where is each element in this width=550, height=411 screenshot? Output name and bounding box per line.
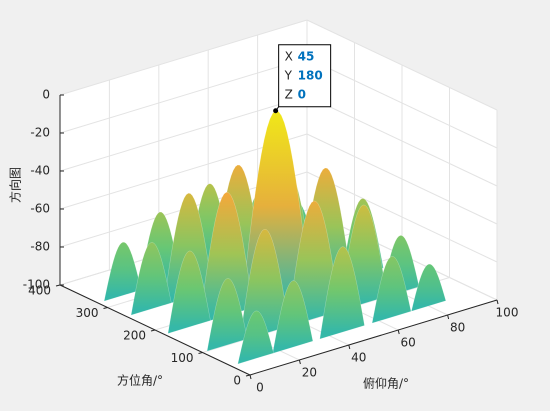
grid-line [306,95,498,187]
x-tick [496,299,499,305]
x-tick-label: 20 [302,366,317,380]
z-tick-label: -100 [23,278,50,292]
x-tick [249,374,252,380]
lobe [237,310,274,365]
z-tick-label: -80 [30,240,50,254]
datatip-point [273,108,279,114]
lobe [206,278,248,352]
datatip-label: X [285,49,293,63]
datatip-box [278,44,332,108]
y-tick-label: 400 [28,284,51,298]
surface [103,110,447,365]
lobe [239,228,290,342]
x-tick-label: 100 [496,306,519,320]
x-tick [397,329,400,335]
x-axis-label: 俯仰角/° [363,376,409,391]
grid-line [306,57,498,149]
y-tick-label: 200 [123,329,146,343]
z-tick-label: -20 [30,126,50,140]
lobe [103,242,142,302]
lobe [130,242,172,316]
y-tick [198,352,203,354]
y-axis-label: 方位角/° [117,373,163,388]
lobe [411,263,447,312]
grid-line [306,133,498,225]
labels: 方向图 方位角/° 俯仰角/° [8,167,410,391]
y-tick-label: 300 [76,306,99,320]
z-tick-label: 0 [42,88,50,102]
x-tick-label: 40 [351,351,366,365]
x-tick [447,314,450,320]
z-axis-label: 方向图 [8,167,23,203]
grid-line [59,57,308,134]
grid-line [306,171,498,263]
datatip[interactable]: X 45 Y 180 Z 0 [273,44,332,114]
y-tick-label: 100 [171,351,194,365]
grid-line [59,19,308,96]
x-tick [348,344,351,350]
datatip-value: 0 [298,87,306,101]
grid-line [306,19,498,111]
x-tick-label: 80 [450,321,465,335]
y-tick [150,329,156,332]
datatip-label: Z [285,87,293,101]
y-tick [103,307,108,309]
lobe [167,250,211,334]
x-axis [249,299,498,376]
x-tick-label: 0 [256,381,264,395]
datatip-label: Y [284,68,293,82]
lobe [199,191,254,325]
y-tick-label: 0 [233,374,241,388]
y-tick [245,374,251,377]
lobe [371,256,412,324]
z-tick-label: -60 [30,202,50,216]
grid-line [59,95,308,172]
datatip-value: 180 [298,68,323,82]
datatip-value: 45 [298,49,315,63]
lobe [272,280,314,354]
x-tick-label: 60 [401,336,416,350]
x-tick [298,359,301,365]
lobe [319,246,365,340]
y-tick [55,284,61,287]
z-tick-label: -40 [30,164,50,178]
